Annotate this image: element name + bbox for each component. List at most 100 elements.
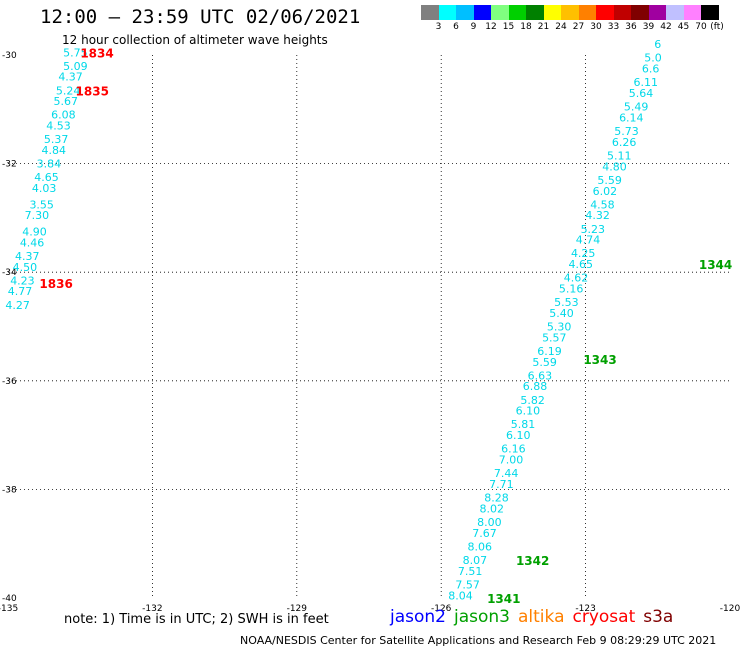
- lon-tick-label: -123: [575, 604, 595, 614]
- swh-value: 5.16: [559, 282, 584, 295]
- color-swatch: [508, 5, 526, 20]
- color-scale-label: 6: [453, 22, 459, 32]
- lat-tick-label: -36: [2, 377, 17, 387]
- swh-value: 5.53: [554, 296, 579, 309]
- color-scale-label: 36: [625, 22, 637, 32]
- lon-tick-label: -120: [720, 604, 740, 614]
- swh-value: 7.51: [458, 565, 483, 578]
- color-scale-label: 42: [660, 22, 672, 32]
- swh-value: 6.88: [523, 380, 548, 393]
- color-swatch: [491, 5, 509, 20]
- swh-value: 6: [654, 38, 661, 51]
- swh-value: 5.59: [532, 356, 557, 369]
- swh-value: 7.44: [494, 467, 519, 480]
- swh-value: 5.23: [581, 223, 606, 236]
- page-subtitle: 12 hour collection of altimeter wave hei…: [62, 33, 328, 47]
- color-scale-label: 70: [695, 22, 707, 32]
- color-swatch: [666, 5, 684, 20]
- color-swatch: [543, 5, 561, 20]
- swh-value: 6.10: [506, 429, 531, 442]
- color-scale-unit: (ft): [710, 22, 724, 32]
- swh-value: 4.03: [32, 182, 57, 195]
- swh-value: 7.00: [499, 454, 524, 467]
- swh-value: 5.81: [511, 418, 536, 431]
- color-scale-labels: 3 6 9 12 15 18 21 24 27 30 33 36 39 42 45 70 (ft): [421, 22, 740, 34]
- swh-value: 6.16: [501, 443, 526, 456]
- swh-value: 6.19: [537, 345, 562, 358]
- swh-value: 8.28: [484, 492, 509, 505]
- swh-value: 5.40: [549, 307, 574, 320]
- color-swatch: [561, 5, 579, 20]
- swh-value: 8.00: [477, 516, 502, 529]
- swh-value: 5.57: [542, 331, 567, 344]
- legend-s3a: s3a: [643, 607, 674, 627]
- swh-value: 6.02: [593, 185, 618, 198]
- pass-time-label: 1342: [516, 554, 549, 568]
- legend-altika: altika: [518, 607, 565, 627]
- swh-value: 5.0: [644, 52, 662, 65]
- color-scale-label: 24: [555, 22, 567, 32]
- color-swatch: [613, 5, 631, 20]
- swh-value: 7.67: [472, 527, 497, 540]
- swh-value: 6.14: [619, 111, 644, 124]
- lat-tick-label: -30: [2, 51, 17, 61]
- pass-time-label: 1341: [487, 592, 520, 606]
- swh-value: 5.30: [547, 321, 572, 334]
- swh-value: 5.49: [624, 101, 649, 114]
- legend-jason3: jason3: [454, 607, 510, 627]
- color-scale-label: 30: [590, 22, 602, 32]
- swh-value: 4.80: [602, 160, 627, 173]
- color-scale-label: 9: [470, 22, 477, 32]
- swh-value: 8.06: [467, 540, 492, 553]
- swh-value: 5.73: [614, 125, 639, 138]
- swh-value: 4.32: [585, 209, 610, 222]
- swh-value: 7.57: [455, 578, 480, 591]
- color-scale-bar: [421, 5, 719, 20]
- swh-value: 4.37: [15, 250, 40, 263]
- swh-value: 8.07: [463, 554, 488, 567]
- swh-value: 6.6: [642, 63, 660, 76]
- pass-time-label: 1836: [39, 277, 72, 291]
- color-swatch: [683, 5, 701, 20]
- swh-value: 4.23: [10, 274, 35, 287]
- color-swatch: [473, 5, 491, 20]
- track-jason3: 8.047.577.518.078.067.678.008.028.287.71…: [448, 38, 732, 606]
- color-scale-label: 3: [435, 22, 442, 32]
- lon-tick-label: -126: [431, 604, 452, 614]
- swh-value: 4.37: [58, 71, 83, 84]
- swh-value: 5.64: [629, 87, 654, 100]
- swh-value: 4.65: [34, 171, 59, 184]
- color-swatch: [421, 5, 439, 20]
- color-scale-label: 21: [537, 22, 550, 32]
- swh-value: 8.02: [479, 502, 504, 515]
- color-scale-label: 27: [572, 22, 585, 32]
- color-swatch: [648, 5, 666, 20]
- swh-value: 4.27: [5, 299, 30, 312]
- swh-value: 5.82: [520, 394, 545, 407]
- swh-value: 4.53: [46, 120, 71, 133]
- color-scale-label: 18: [520, 22, 532, 32]
- color-swatch: [526, 5, 544, 20]
- swh-value: 4.77: [8, 285, 33, 298]
- swh-value: 6.08: [51, 109, 76, 122]
- swh-value: 4.65: [569, 258, 594, 271]
- pass-time-label: 1344: [699, 258, 732, 272]
- swh-value: 4.50: [13, 261, 38, 274]
- track-cryosat: 5.755.094.375.245.676.084.535.374.843.84…: [5, 46, 113, 311]
- swh-value: 6.10: [516, 405, 541, 418]
- color-swatch: [596, 5, 614, 20]
- color-swatch: [631, 5, 649, 20]
- swh-value: 4.25: [571, 247, 596, 260]
- color-swatch: [456, 5, 474, 20]
- swh-value: 6.63: [528, 369, 553, 382]
- swh-value: 5.75: [63, 46, 88, 59]
- color-swatch: [438, 5, 456, 20]
- swh-value: 7.71: [489, 478, 514, 491]
- swh-value: 4.74: [576, 234, 601, 247]
- swh-value: 3.84: [37, 158, 62, 171]
- swh-value: 5.11: [607, 149, 632, 162]
- footer-credit: NOAA/NESDIS Center for Satellite Applica…: [240, 634, 717, 647]
- lat-tick-label: -34: [2, 268, 17, 278]
- swh-value: 4.84: [41, 144, 66, 157]
- satellite-legend: jason2 jason3 altika cryosat s3a: [390, 607, 681, 627]
